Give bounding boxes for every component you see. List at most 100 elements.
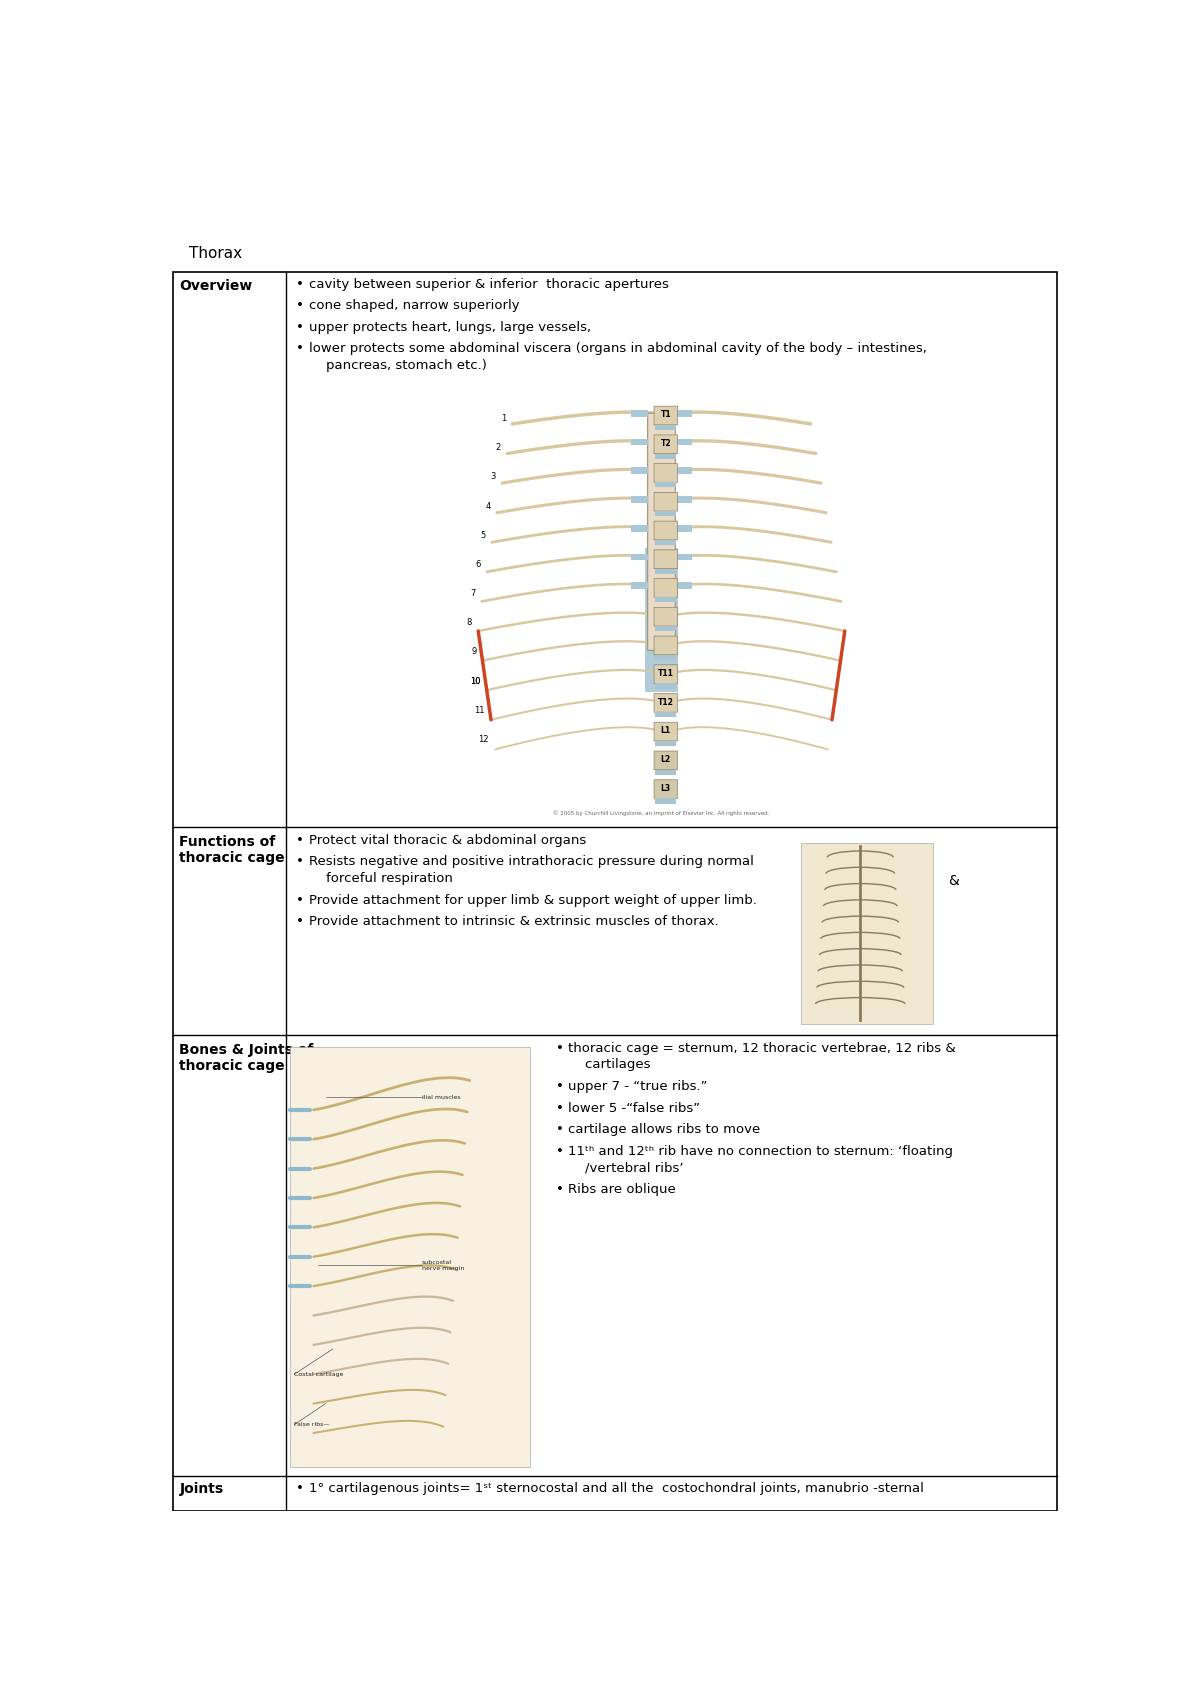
- Text: T2: T2: [660, 440, 671, 448]
- Text: © 2005 by Churchill Livingstone, an imprint of Elsevier Inc. All rights reserved: © 2005 by Churchill Livingstone, an impr…: [553, 810, 769, 817]
- Text: upper protects heart, lungs, large vessels,: upper protects heart, lungs, large vesse…: [308, 321, 592, 335]
- Text: Provide attachment to intrinsic & extrinsic muscles of thorax.: Provide attachment to intrinsic & extrin…: [308, 915, 719, 929]
- FancyBboxPatch shape: [654, 608, 678, 627]
- Bar: [630, 467, 648, 474]
- Text: cartilage allows ribs to move: cartilage allows ribs to move: [569, 1122, 761, 1136]
- Text: Overview: Overview: [180, 278, 253, 294]
- Text: 1: 1: [500, 414, 506, 423]
- Text: False ribs—: False ribs—: [294, 1423, 330, 1426]
- FancyBboxPatch shape: [654, 406, 678, 424]
- Bar: [655, 655, 677, 661]
- Text: Ribs are oblique: Ribs are oblique: [569, 1184, 677, 1195]
- Text: /vertebral ribs’: /vertebral ribs’: [569, 1161, 684, 1175]
- Bar: [630, 438, 648, 445]
- Text: pancreas, stomach etc.): pancreas, stomach etc.): [308, 360, 487, 372]
- Text: Thorax: Thorax: [188, 246, 242, 261]
- Text: 11ᵗʰ and 12ᵗʰ rib have no connection to sternum: ‘floating: 11ᵗʰ and 12ᵗʰ rib have no connection to …: [569, 1144, 954, 1158]
- Bar: [676, 496, 692, 503]
- Text: forceful respiration: forceful respiration: [308, 873, 452, 885]
- Text: 6: 6: [475, 560, 480, 569]
- Bar: [676, 582, 692, 589]
- FancyBboxPatch shape: [654, 435, 678, 453]
- Text: •: •: [296, 343, 305, 355]
- Text: thoracic cage = sternum, 12 thoracic vertebrae, 12 ribs &: thoracic cage = sternum, 12 thoracic ver…: [569, 1041, 956, 1054]
- Bar: [289, 1048, 529, 1467]
- Bar: [676, 438, 692, 445]
- Text: 5: 5: [480, 531, 486, 540]
- Text: •: •: [556, 1144, 564, 1158]
- Bar: [644, 548, 678, 693]
- Text: T12: T12: [658, 698, 673, 706]
- Text: Costal cartilage: Costal cartilage: [294, 1372, 343, 1377]
- FancyBboxPatch shape: [654, 550, 678, 569]
- Text: •: •: [296, 1482, 305, 1494]
- FancyBboxPatch shape: [654, 521, 678, 540]
- Text: 1° cartilagenous joints= 1ˢᵗ sternocostal and all the  costochondral joints, man: 1° cartilagenous joints= 1ˢᵗ sternocosta…: [308, 1482, 924, 1494]
- Text: 3: 3: [491, 472, 496, 482]
- Text: •: •: [296, 321, 305, 335]
- Text: Bones & Joints of
thoracic cage: Bones & Joints of thoracic cage: [180, 1043, 314, 1073]
- Text: T11: T11: [658, 669, 673, 678]
- Text: •: •: [296, 893, 305, 907]
- Text: •: •: [296, 915, 305, 929]
- FancyBboxPatch shape: [654, 693, 678, 711]
- Text: subcostal
nerve margin: subcostal nerve margin: [421, 1260, 464, 1270]
- Text: •: •: [296, 299, 305, 312]
- Text: cavity between superior & inferior  thoracic apertures: cavity between superior & inferior thora…: [308, 278, 668, 290]
- Bar: [630, 496, 648, 503]
- FancyBboxPatch shape: [654, 492, 678, 511]
- Text: 8: 8: [467, 618, 472, 627]
- Text: L3: L3: [661, 784, 671, 793]
- Bar: [655, 740, 677, 745]
- Text: lower protects some abdominal viscera (organs in abdominal cavity of the body – : lower protects some abdominal viscera (o…: [308, 343, 926, 355]
- Bar: [655, 482, 677, 487]
- Text: 2: 2: [496, 443, 500, 452]
- Bar: [655, 598, 677, 603]
- Bar: [630, 582, 648, 589]
- Bar: [655, 569, 677, 574]
- Bar: [655, 684, 677, 689]
- Text: ilial muscles: ilial muscles: [421, 1095, 461, 1100]
- Text: •: •: [556, 1102, 564, 1114]
- FancyBboxPatch shape: [654, 666, 678, 684]
- Text: •: •: [556, 1041, 564, 1054]
- FancyBboxPatch shape: [654, 751, 678, 769]
- Text: L1: L1: [661, 727, 671, 735]
- Text: L2: L2: [661, 756, 671, 764]
- Text: •: •: [296, 834, 305, 847]
- Bar: [802, 842, 932, 1024]
- FancyBboxPatch shape: [648, 413, 676, 650]
- Text: lower 5 -“false ribs”: lower 5 -“false ribs”: [569, 1102, 701, 1114]
- Text: upper 7 - “true ribs.”: upper 7 - “true ribs.”: [569, 1080, 708, 1094]
- Text: cone shaped, narrow superiorly: cone shaped, narrow superiorly: [308, 299, 520, 312]
- Bar: [655, 798, 677, 803]
- Bar: [676, 554, 692, 560]
- Text: •: •: [296, 278, 305, 290]
- Bar: [676, 525, 692, 531]
- Bar: [676, 409, 692, 416]
- Bar: [630, 409, 648, 416]
- Bar: [655, 540, 677, 545]
- Text: Joints: Joints: [180, 1482, 223, 1496]
- Text: •: •: [556, 1122, 564, 1136]
- Text: 10: 10: [470, 676, 480, 686]
- Text: Provide attachment for upper limb & support weight of upper limb.: Provide attachment for upper limb & supp…: [308, 893, 757, 907]
- Text: cartilages: cartilages: [569, 1058, 650, 1071]
- Text: 7: 7: [470, 589, 475, 598]
- Text: &: &: [948, 874, 959, 888]
- Bar: [676, 467, 692, 474]
- Text: T1: T1: [660, 411, 671, 419]
- Bar: [655, 711, 677, 717]
- Bar: [655, 769, 677, 774]
- FancyBboxPatch shape: [654, 464, 678, 482]
- Text: •: •: [556, 1080, 564, 1094]
- FancyBboxPatch shape: [654, 722, 678, 740]
- Bar: [655, 627, 677, 632]
- FancyBboxPatch shape: [654, 637, 678, 655]
- Bar: [630, 554, 648, 560]
- Bar: [655, 511, 677, 516]
- FancyBboxPatch shape: [654, 579, 678, 598]
- Bar: [630, 525, 648, 531]
- Text: 9: 9: [472, 647, 476, 657]
- FancyBboxPatch shape: [654, 779, 678, 798]
